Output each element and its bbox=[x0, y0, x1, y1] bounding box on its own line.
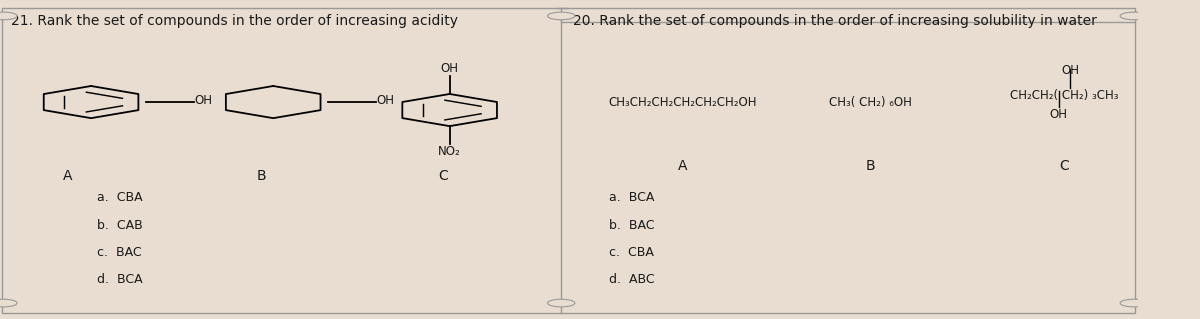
Text: A: A bbox=[62, 169, 72, 183]
Text: CH₂CH₂( CH₂) ₃CH₃: CH₂CH₂( CH₂) ₃CH₃ bbox=[1010, 89, 1118, 102]
Text: 20. Rank the set of compounds in the order of increasing solubility in water: 20. Rank the set of compounds in the ord… bbox=[572, 14, 1097, 28]
Text: a.  BCA: a. BCA bbox=[610, 191, 654, 204]
Text: 21. Rank the set of compounds in the order of increasing acidity: 21. Rank the set of compounds in the ord… bbox=[11, 14, 458, 28]
Text: A: A bbox=[678, 160, 688, 174]
Text: B: B bbox=[256, 169, 265, 183]
Text: b.  BAC: b. BAC bbox=[610, 219, 654, 232]
Text: a.  CBA: a. CBA bbox=[97, 191, 143, 204]
Text: OH: OH bbox=[377, 94, 395, 107]
Text: C: C bbox=[1060, 160, 1069, 174]
Text: OH: OH bbox=[1050, 108, 1068, 122]
Text: C: C bbox=[438, 169, 448, 183]
Text: b.  CAB: b. CAB bbox=[97, 219, 143, 232]
Text: d.  ABC: d. ABC bbox=[610, 273, 655, 286]
Text: c.  BAC: c. BAC bbox=[97, 246, 142, 259]
Circle shape bbox=[0, 12, 17, 20]
Circle shape bbox=[0, 299, 17, 307]
Text: d.  BCA: d. BCA bbox=[97, 273, 143, 286]
Circle shape bbox=[1120, 12, 1147, 20]
Circle shape bbox=[547, 299, 575, 307]
Text: NO₂: NO₂ bbox=[438, 145, 461, 158]
Text: OH: OH bbox=[194, 94, 212, 107]
Text: CH₃( CH₂) ₆OH: CH₃( CH₂) ₆OH bbox=[829, 96, 912, 109]
Text: OH: OH bbox=[440, 63, 458, 76]
Circle shape bbox=[1120, 299, 1147, 307]
Text: OH: OH bbox=[1061, 64, 1079, 77]
Text: c.  CBA: c. CBA bbox=[610, 246, 654, 259]
Circle shape bbox=[547, 12, 575, 20]
Text: CH₃CH₂CH₂CH₂CH₂CH₂OH: CH₃CH₂CH₂CH₂CH₂CH₂OH bbox=[608, 96, 757, 109]
Text: B: B bbox=[866, 160, 876, 174]
